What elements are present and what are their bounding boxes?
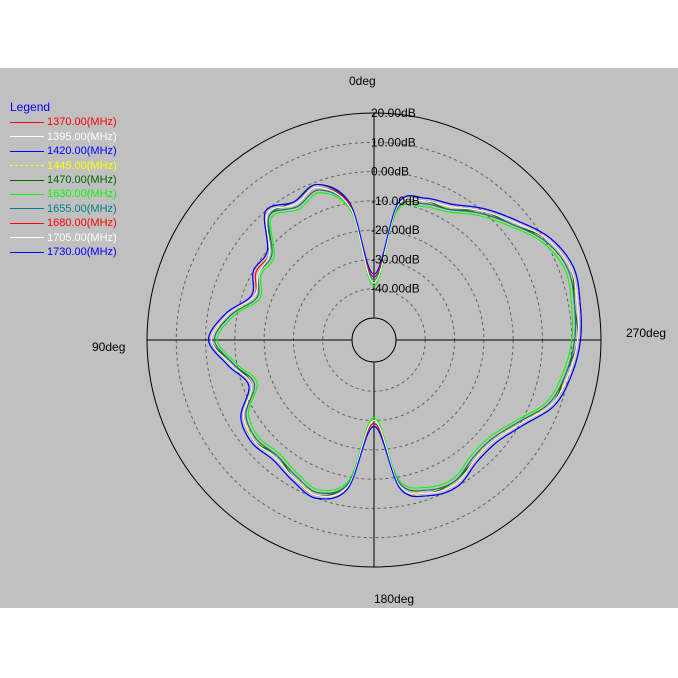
series-line-8 <box>210 186 579 497</box>
radial-tick-label-5: -30.00dB <box>371 252 420 266</box>
legend: Legend 1370.00(MHz) 1395.00(MHz) 1420.00(M… <box>10 100 117 259</box>
legend-swatch-0 <box>10 122 44 124</box>
legend-item-0: 1370.00(MHz) <box>10 115 117 129</box>
angle-label-270: 270deg <box>626 326 667 340</box>
legend-swatch-6 <box>10 208 44 210</box>
legend-item-2: 1420.00(MHz) <box>10 144 117 158</box>
legend-title: Legend <box>10 100 51 114</box>
radial-tick-label-0: 20.00dB <box>371 106 416 120</box>
series-line-5 <box>216 192 574 492</box>
legend-label-1: 1395.00(MHz) <box>47 130 117 143</box>
legend-swatch-9 <box>10 251 44 253</box>
chart-panel: 20.00dB 10.00dB 0.00dB -10.00dB -20.00dB -30.… <box>0 68 678 608</box>
legend-item-3: 1445.00(MHz) <box>10 159 117 173</box>
legend-swatch-4 <box>10 179 44 181</box>
legend-label-5: 1630.00(MHz) <box>47 188 117 201</box>
legend-label-0: 1370.00(MHz) <box>47 116 117 129</box>
angle-label-90: 90deg <box>92 340 126 354</box>
legend-swatch-8 <box>10 237 44 239</box>
legend-label-4: 1470.00(MHz) <box>47 173 117 186</box>
legend-item-1: 1395.00(MHz) <box>10 130 117 144</box>
legend-item-6: 1655.00(MHz) <box>10 202 117 216</box>
legend-swatch-3 <box>10 165 44 167</box>
legend-label-2: 1420.00(MHz) <box>47 145 117 158</box>
legend-label-6: 1655.00(MHz) <box>47 202 117 215</box>
legend-swatch-5 <box>10 194 44 196</box>
legend-label-3: 1445.00(MHz) <box>47 159 117 172</box>
radial-tick-label-6: -40.00dB <box>371 282 420 296</box>
legend-swatch-1 <box>10 136 44 138</box>
polar-plot: 20.00dB 10.00dB 0.00dB -10.00dB -20.00dB -30.… <box>146 106 602 568</box>
legend-swatch-7 <box>10 222 44 224</box>
legend-item-8: 1705.00(MHz) <box>10 231 117 245</box>
legend-item-7: 1680.00(MHz) <box>10 216 117 230</box>
radial-tick-label-1: 10.00dB <box>371 135 416 149</box>
legend-item-4: 1470.00(MHz) <box>10 173 117 187</box>
legend-swatch-2 <box>10 150 44 152</box>
legend-label-9: 1730.00(MHz) <box>47 245 117 258</box>
series-line-9 <box>207 183 582 500</box>
inner-hole <box>351 317 397 363</box>
legend-label-7: 1680.00(MHz) <box>47 217 117 230</box>
legend-item-5: 1630.00(MHz) <box>10 187 117 201</box>
radial-tick-label-2: 0.00dB <box>371 165 409 179</box>
radial-tick-label-3: -10.00dB <box>371 194 420 208</box>
angle-label-180: 180deg <box>374 592 415 606</box>
legend-label-8: 1705.00(MHz) <box>47 231 117 244</box>
legend-item-9: 1730.00(MHz) <box>10 245 117 259</box>
angle-label-0: 0deg <box>349 74 376 88</box>
radial-tick-label-4: -20.00dB <box>371 223 420 237</box>
